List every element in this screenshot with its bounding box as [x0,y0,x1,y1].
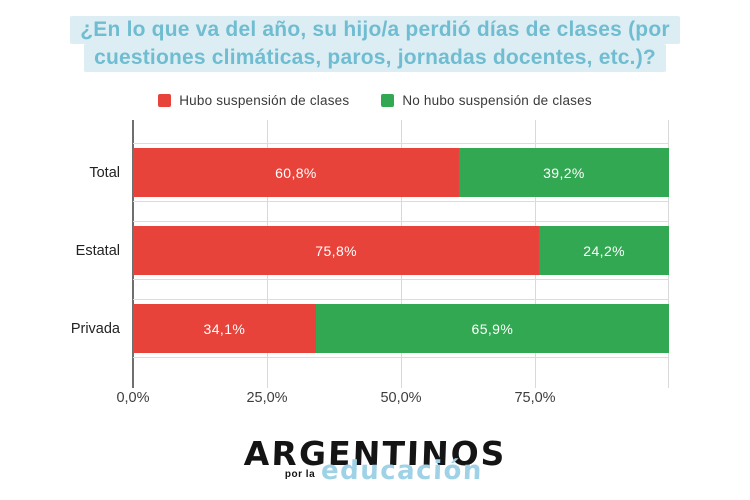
chart-title-line-2: cuestiones climáticas, paros, jornadas d… [84,44,666,72]
chart-title-line-1: ¿En lo que va del año, su hijo/a perdió … [70,16,680,44]
x-tick-label-25: 25,0% [246,390,288,406]
brand-logo-por-la: por la [284,469,316,480]
value-label: 65,9% [471,320,514,337]
value-label: 24,2% [583,242,625,259]
category-label-privada: Privada [70,320,120,337]
x-tick-label-50: 50,0% [380,390,422,406]
bar-segment-privada-no-hubo: 65,9% [315,304,669,353]
bar-row-estatal: Estatal 75,8% 24,2% [76,221,669,280]
bar-segment-total-no-hubo: 39,2% [458,148,669,197]
bar-segment-privada-hubo: 34,1% [133,304,316,353]
bar-segment-estatal-no-hubo: 24,2% [539,226,669,275]
bar-row-privada: Privada 34,1% 65,9% [71,299,669,358]
legend: Hubo suspensión de clases No hubo suspen… [0,93,750,108]
stacked-bar-estatal: 75,8% 24,2% [133,226,669,275]
value-label: 60,8% [275,164,317,181]
stacked-bar-privada: 34,1% 65,9% [133,304,669,353]
category-label-estatal: Estatal [75,242,120,259]
category-label-total: Total [89,164,120,181]
legend-item-hubo-suspension: Hubo suspensión de clases [158,93,349,108]
brand-logo: ARGENTINOS por la educación [0,434,750,486]
brand-logo-educacion: educación [320,456,484,486]
value-label: 75,8% [315,242,357,259]
bar-segment-total-hubo: 60,8% [133,148,459,197]
brand-logo-subline: por la educación [0,456,750,486]
legend-label: No hubo suspensión de clases [402,93,592,108]
bar-row-total: Total 60,8% 39,2% [89,143,669,202]
legend-swatch-red [158,94,172,107]
legend-swatch-green [381,94,395,107]
legend-label: Hubo suspensión de clases [179,93,350,108]
x-tick-label-0: 0,0% [116,390,150,406]
legend-item-no-hubo-suspension: No hubo suspensión de clases [381,93,592,108]
bar-segment-estatal-hubo: 75,8% [133,226,540,275]
value-label: 39,2% [543,164,585,181]
stacked-bar-total: 60,8% 39,2% [133,148,669,197]
x-tick-label-75: 75,0% [514,390,556,406]
plot-area: Total 60,8% 39,2% Estatal 75,8% 24,2% [71,120,669,406]
chart-title: ¿En lo que va del año, su hijo/a perdió … [0,16,750,72]
value-label: 34,1% [203,320,246,337]
